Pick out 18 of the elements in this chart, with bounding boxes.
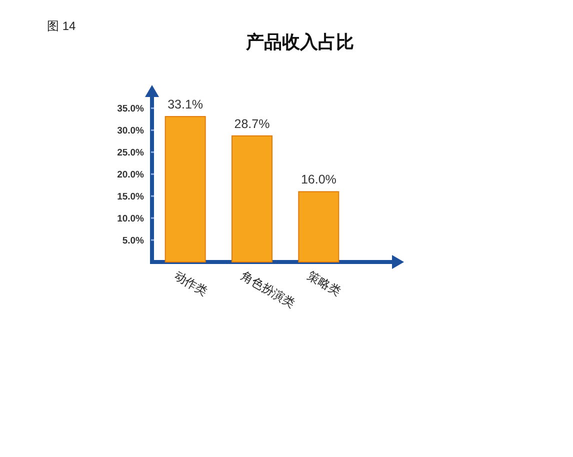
y-tick-label: 35.0% bbox=[117, 104, 145, 115]
y-tick-label: 10.0% bbox=[117, 214, 145, 225]
bar bbox=[164, 116, 206, 262]
caption: 图 14 bbox=[47, 19, 76, 33]
y-tick-label: 25.0% bbox=[117, 148, 145, 159]
y-tick-label: 30.0% bbox=[117, 126, 145, 137]
bar bbox=[298, 191, 340, 262]
data-label: 28.7% bbox=[234, 116, 270, 131]
x-tick-label: 策略类 bbox=[305, 268, 344, 299]
y-tick-label: 20.0% bbox=[117, 170, 145, 181]
data-label: 33.1% bbox=[168, 98, 204, 112]
y-tick-label: 5.0% bbox=[122, 236, 145, 247]
data-label: 16.0% bbox=[300, 172, 336, 187]
bar bbox=[232, 135, 272, 262]
x-tick-label: 动作类 bbox=[172, 268, 210, 299]
x-tick-label: 角色扮演类 bbox=[238, 268, 298, 311]
y-tick-label: 15.0% bbox=[117, 192, 145, 203]
chart-title: 产品收入占比 bbox=[245, 32, 354, 52]
